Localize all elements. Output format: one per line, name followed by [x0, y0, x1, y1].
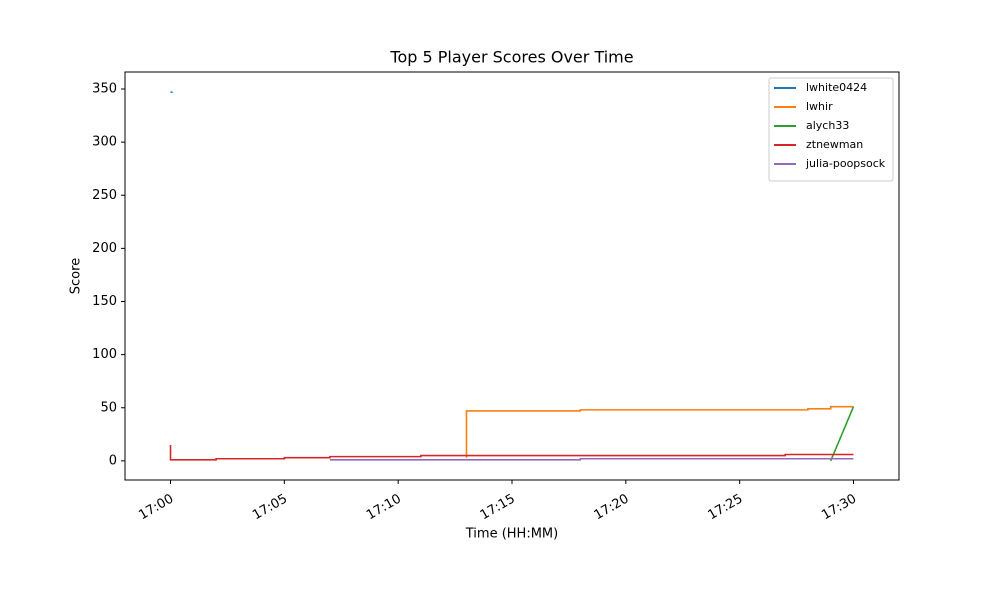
y-tick-label: 150: [92, 294, 117, 309]
y-tick-label: 100: [92, 347, 117, 362]
series-line: [465, 405, 854, 458]
legend-label: julia-poopsock: [805, 157, 886, 170]
y-tick-label: 50: [100, 400, 117, 415]
legend-box: [768, 77, 894, 182]
y-tick-label: 350: [92, 82, 117, 97]
legend-label: lwhite0424: [806, 81, 867, 94]
x-tick-label: 17:00: [136, 492, 176, 524]
y-tick-label: 200: [92, 241, 117, 256]
series-line: [169, 444, 854, 461]
x-tick-label: 17:30: [819, 492, 859, 524]
x-tick-label: 17:25: [705, 492, 745, 524]
legend-label: alych33: [806, 119, 849, 132]
x-tick-label: 17:05: [250, 492, 290, 524]
chart-title: Top 5 Player Scores Over Time: [389, 48, 633, 67]
series-line: [829, 406, 855, 462]
legend: lwhite0424 lwhir alych33 ztnewman julia-poop…: [768, 77, 894, 182]
x-tick-label: 17:15: [478, 492, 518, 524]
x-axis-label: Time (HH:MM): [465, 527, 558, 542]
y-tick-label: 250: [92, 188, 117, 203]
legend-label: ztnewman: [806, 138, 863, 151]
y-tick-label: 0: [109, 453, 117, 468]
y-axis-label: Score: [69, 258, 84, 294]
x-tick-label: 17:10: [364, 492, 404, 524]
legend-label: lwhir: [806, 100, 833, 113]
y-tick-label: 300: [92, 135, 117, 150]
x-tick-label: 17:20: [592, 492, 632, 524]
series-line: [329, 457, 854, 461]
